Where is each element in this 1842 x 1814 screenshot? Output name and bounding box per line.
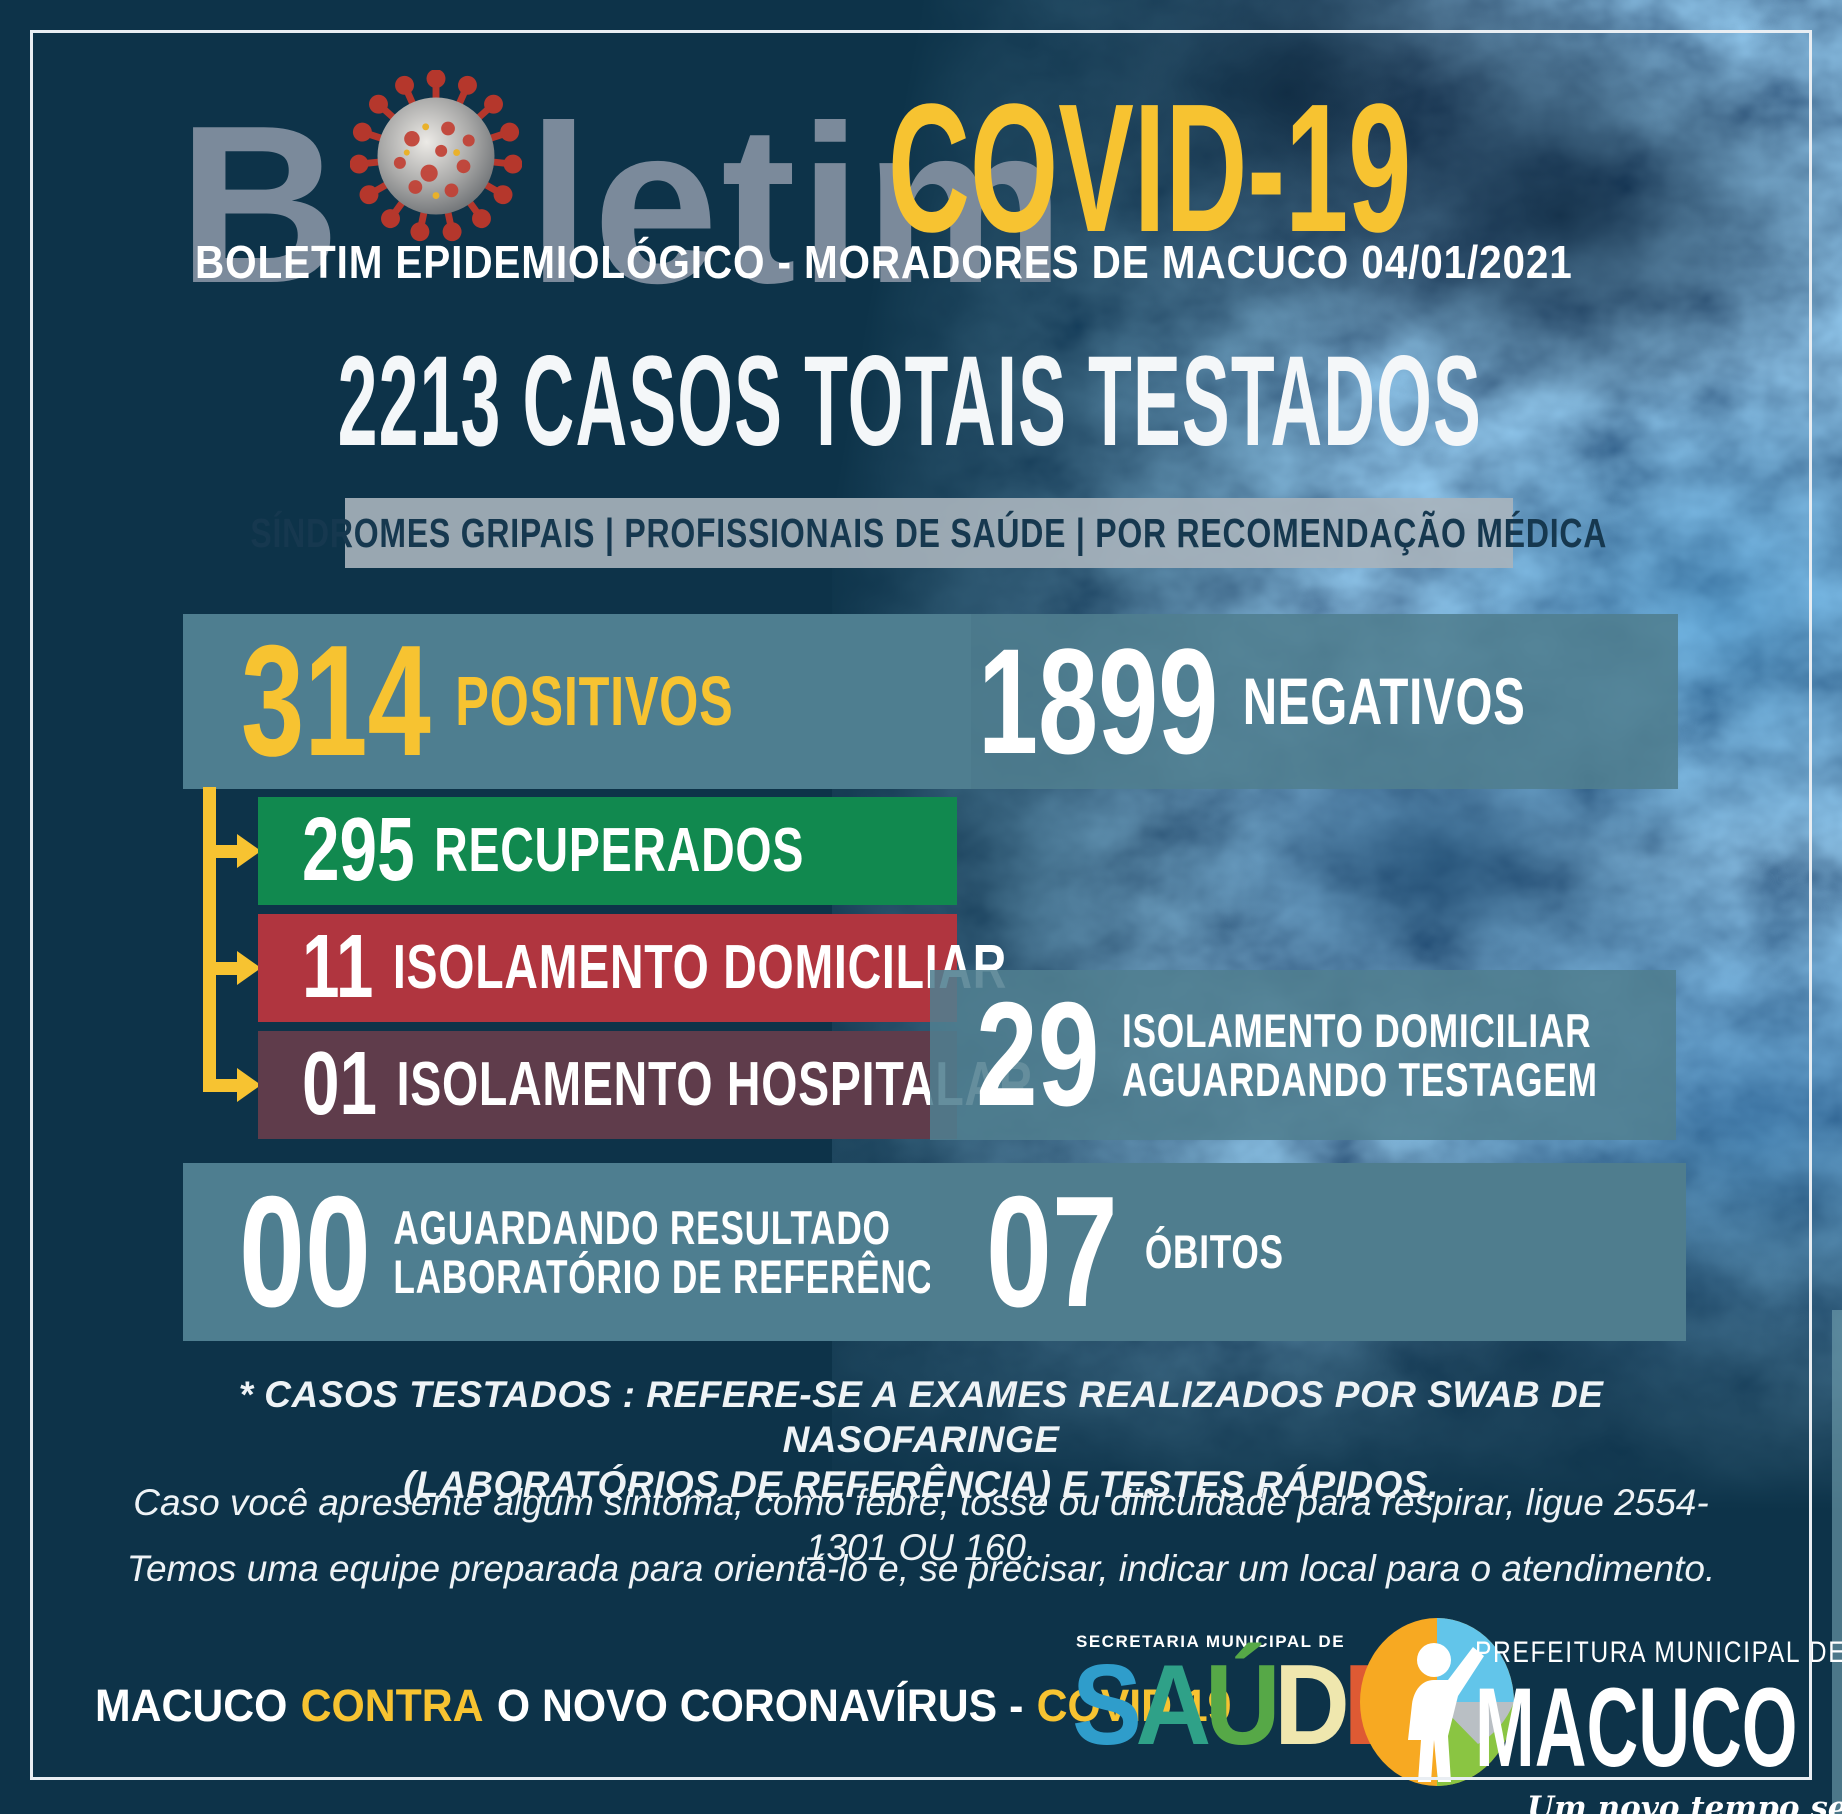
awaiting-result-box: 00 AGUARDANDO RESULTADO LABORATÓRIO DE R…	[183, 1163, 969, 1341]
saude-logo-top-text: SECRETARIA MUNICIPAL DE	[1076, 1632, 1346, 1651]
saude-letter: S	[1072, 1642, 1142, 1769]
tested-cases-footnote-line1: * CASOS TESTADOS : REFERE-SE A EXAMES RE…	[238, 1374, 1604, 1461]
title-covid19: COVID-19	[888, 65, 1412, 270]
awaiting-testing-value: 29	[976, 971, 1100, 1137]
negatives-value: 1899	[978, 617, 1219, 786]
macuco-emblem-icon	[1358, 1616, 1516, 1793]
team-note: Temos uma equipe preparada para orientá-…	[126, 1548, 1716, 1589]
awaiting-result-label-line1: AGUARDANDO RESULTADO	[393, 1200, 891, 1254]
arrow-icon	[237, 951, 261, 985]
recovered-box: 295 RECUPERADOS	[258, 797, 957, 905]
right-edge-strip	[1832, 1310, 1842, 1814]
awaiting-result-value: 00	[239, 1163, 371, 1340]
campaign-part2: CONTRA	[300, 1680, 484, 1731]
connector-branch-home-isolation	[203, 962, 237, 975]
title-boletim-rest: letim	[527, 78, 1068, 330]
prefeitura-logo: PREFEITURA MUNICIPAL DE MACUCO Um novo t…	[1475, 1636, 1842, 1814]
title-boletim-b: B	[178, 78, 344, 330]
total-tested-text: 2213 CASOS TOTAIS TESTADOS	[337, 330, 1483, 473]
campaign-part3: O NOVO CORONAVÍRUS -	[496, 1680, 1024, 1731]
deaths-box: 07 ÓBITOS	[930, 1163, 1686, 1341]
prefeitura-name: MACUCO	[1475, 1665, 1798, 1790]
saude-letter: D	[1274, 1642, 1350, 1769]
saude-letter: Ú	[1204, 1642, 1281, 1769]
negatives-box: 1899 NEGATIVOS	[930, 614, 1678, 789]
prefeitura-top-text: PREFEITURA MUNICIPAL DE	[1475, 1636, 1842, 1669]
awaiting-testing-box: 29 ISOLAMENTO DOMICILIAR AGUARDANDO TEST…	[930, 970, 1676, 1140]
test-categories-bar: SÍNDROMES GRIPAIS | PROFISSIONAIS DE SAÚ…	[251, 498, 1607, 568]
total-tested-headline: 2213 CASOS TOTAIS TESTADOS	[180, 338, 1640, 466]
hospital-isolation-box: 01 ISOLAMENTO HOSPITALAR	[258, 1031, 1032, 1139]
campaign-part4: COVID 19	[1036, 1680, 1232, 1731]
positives-value: 314	[241, 613, 431, 790]
test-categories-text: SÍNDROMES GRIPAIS | PROFISSIONAIS DE SAÚ…	[250, 509, 1608, 556]
awaiting-testing-label-line1: ISOLAMENTO DOMICILIAR	[1121, 1003, 1592, 1057]
deaths-value: 07	[986, 1163, 1118, 1340]
connector-branch-recovered	[203, 845, 237, 858]
saude-logo-word: S A Ú D E	[1072, 1642, 1413, 1769]
saude-letter: A	[1135, 1642, 1212, 1769]
positives-box: 314 POSITIVOS	[183, 614, 971, 789]
awaiting-testing-label-line2: AGUARDANDO TESTAGEM	[1121, 1053, 1598, 1106]
connector-branch-hospital-isolation	[203, 1079, 237, 1092]
campaign-slogan: MACUCO CONTRA O NOVO CORONAVÍRUS - COVID…	[95, 1680, 1231, 1732]
bulletin-subtitle: BOLETIM EPIDEMIOLÓGICO - MORADORES DE MA…	[195, 236, 1573, 288]
recovered-label: RECUPERADOS	[434, 816, 805, 886]
deaths-label: ÓBITOS	[1144, 1225, 1284, 1279]
page-title: B	[178, 52, 1068, 317]
connector-line	[203, 787, 216, 1092]
arrow-icon	[237, 834, 261, 868]
home-isolation-box: 11 ISOLAMENTO DOMICILIAR	[258, 914, 1006, 1022]
recovered-value: 295	[302, 800, 415, 901]
tested-cases-footnote: * CASOS TESTADOS : REFERE-SE A EXAMES RE…	[121, 1372, 1721, 1507]
negatives-label: NEGATIVOS	[1242, 663, 1526, 738]
prefeitura-slogan: Um novo tempo se faz agora	[1527, 1790, 1842, 1814]
home-isolation-value: 11	[302, 917, 374, 1018]
hospital-isolation-value: 01	[302, 1034, 378, 1135]
symptoms-note: Caso você apresente algum sintoma, como …	[133, 1482, 1709, 1569]
hospital-isolation-label: ISOLAMENTO HOSPITALAR	[396, 1050, 1034, 1120]
positives-label: POSITIVOS	[455, 661, 734, 740]
coronavirus-icon	[349, 52, 522, 277]
tested-cases-footnote-line2: (LABORATÓRIOS DE REFERÊNCIA) E TESTES RÁ…	[403, 1464, 1439, 1506]
awaiting-result-label-line2: LABORATÓRIO DE REFERÊNCIA	[393, 1250, 970, 1303]
arrow-icon	[237, 1068, 261, 1102]
campaign-part1: MACUCO	[95, 1680, 288, 1731]
home-isolation-label: ISOLAMENTO DOMICILIAR	[392, 933, 1008, 1003]
